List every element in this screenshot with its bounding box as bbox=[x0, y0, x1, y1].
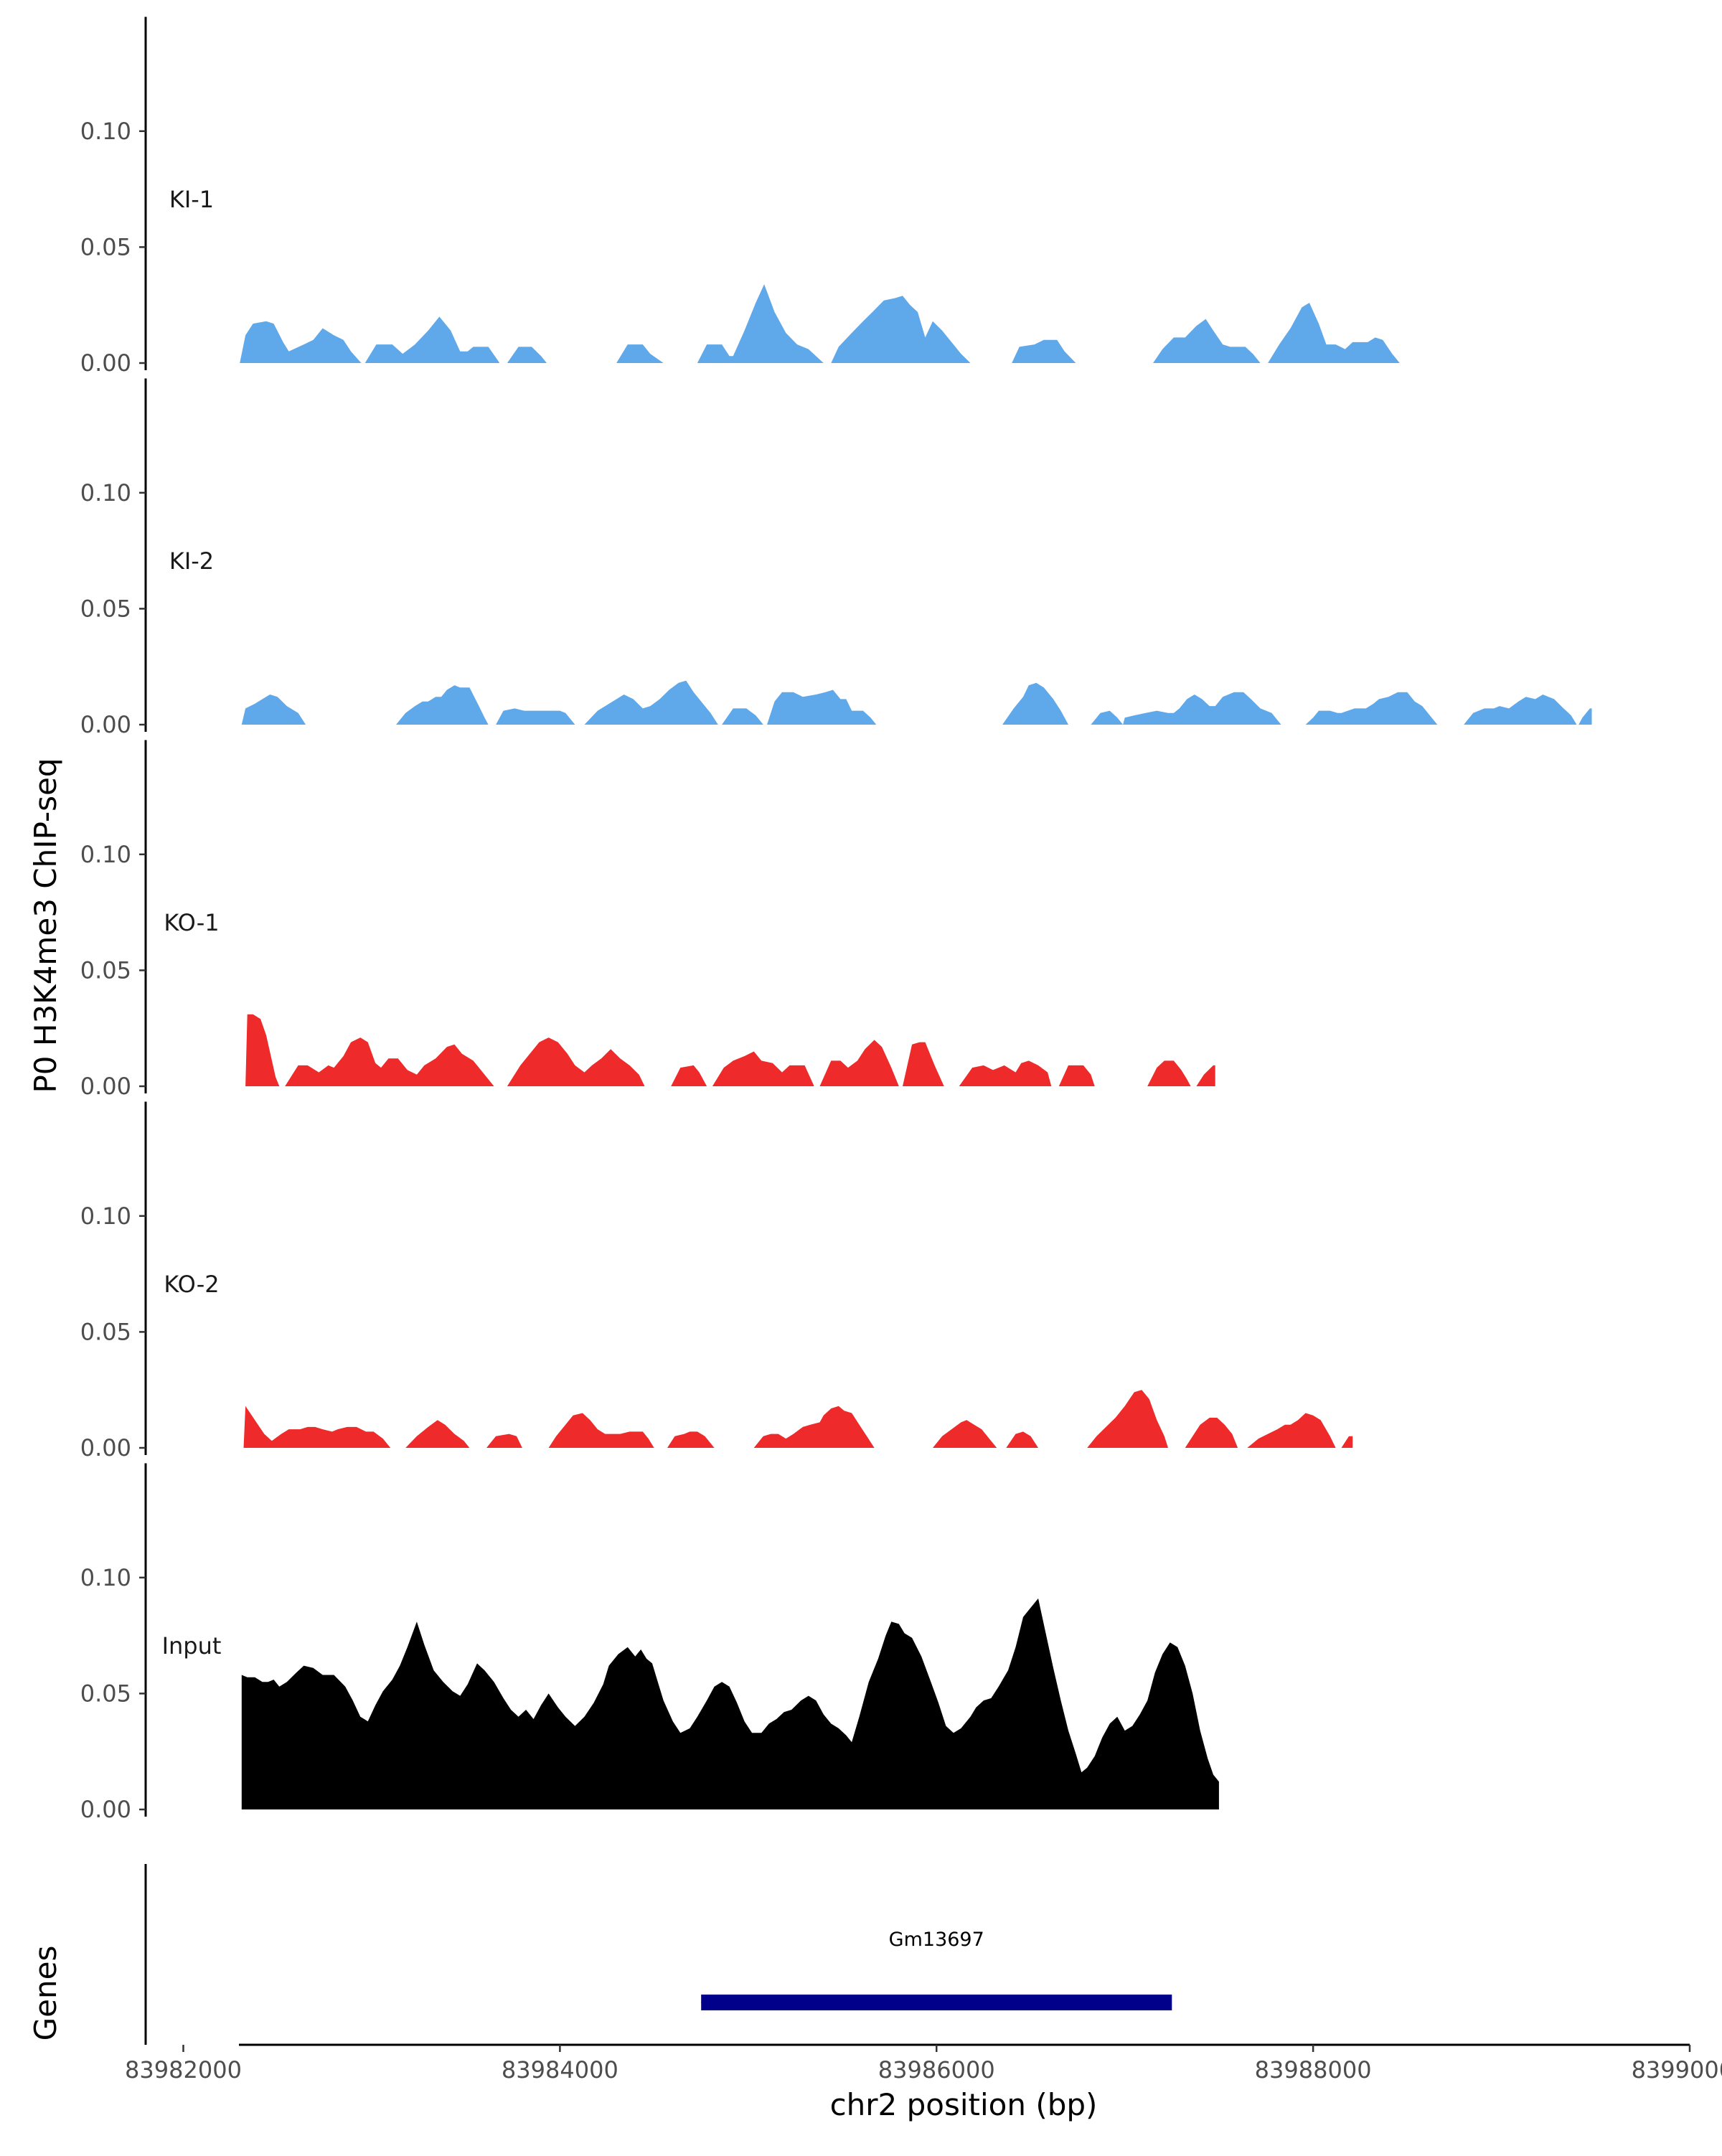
y-tick-label: 0.10 bbox=[80, 479, 131, 507]
x-tick-label: 83988000 bbox=[1255, 2056, 1372, 2084]
track-label: KO-1 bbox=[164, 909, 219, 936]
y-tick-label: 0.00 bbox=[80, 1796, 131, 1823]
x-tick-label: 83990000 bbox=[1632, 2056, 1722, 2084]
y-axis-title: P0 H3K4me3 ChIP-seq bbox=[28, 758, 63, 1093]
signal-area-input bbox=[241, 1598, 1219, 1809]
y-tick-label: 0.05 bbox=[80, 1318, 131, 1345]
y-tick-label: 0.00 bbox=[80, 349, 131, 377]
signal-area-ki-1 bbox=[240, 284, 1411, 363]
y-tick-label: 0.00 bbox=[80, 1434, 131, 1461]
signal-tracks: 0.00 0.05 0.10 KI-1 0.00 0.05 0.10 KI-2 0.00 0.05… bbox=[80, 17, 1592, 1823]
track-ki-2: 0.00 0.05 0.10 KI-2 bbox=[80, 378, 1592, 738]
gene-track: Gm13697 bbox=[144, 1864, 1172, 2045]
y-tick-label: 0.10 bbox=[80, 841, 131, 868]
y-tick-label: 0.10 bbox=[80, 118, 131, 145]
track-label: Input bbox=[162, 1632, 222, 1660]
y-tick-label: 0.10 bbox=[80, 1564, 131, 1591]
y-tick-label: 0.00 bbox=[80, 1073, 131, 1100]
track-ko-1: 0.00 0.05 0.10 KO-1 bbox=[80, 740, 1215, 1100]
x-tick-label: 83982000 bbox=[125, 2056, 242, 2084]
y-tick-label: 0.05 bbox=[80, 233, 131, 260]
track-label: KI-1 bbox=[169, 186, 214, 213]
gene-body-gm13697 bbox=[701, 1995, 1172, 2010]
x-axis: 83982000 83984000 83986000 83988000 83990000 bbox=[125, 2043, 1722, 2084]
y-tick-label: 0.00 bbox=[80, 711, 131, 738]
signal-area-ko-1 bbox=[245, 1014, 1215, 1086]
signal-area-ki-2 bbox=[241, 680, 1592, 725]
y-tick-label: 0.05 bbox=[80, 595, 131, 622]
y-tick-label: 0.10 bbox=[80, 1202, 131, 1230]
track-ko-2: 0.00 0.05 0.10 KO-2 bbox=[80, 1101, 1353, 1461]
track-ki-1: 0.00 0.05 0.10 KI-1 bbox=[80, 17, 1411, 377]
y-tick-label: 0.05 bbox=[80, 956, 131, 984]
y-tick-label: 0.05 bbox=[80, 1680, 131, 1707]
strand-arrow-icon bbox=[700, 1994, 712, 2011]
track-label: KO-2 bbox=[164, 1271, 219, 1298]
x-axis-title: chr2 position (bp) bbox=[830, 2087, 1098, 2122]
x-tick-label: 83986000 bbox=[878, 2056, 995, 2084]
gene-label: Gm13697 bbox=[889, 1929, 984, 1951]
track-input: 0.00 0.05 0.10 Input bbox=[80, 1463, 1219, 1823]
x-tick-label: 83984000 bbox=[502, 2056, 618, 2084]
signal-area-ko-2 bbox=[243, 1390, 1353, 1448]
track-label: KI-2 bbox=[169, 547, 214, 575]
genes-axis-title: Genes bbox=[28, 1946, 63, 2041]
